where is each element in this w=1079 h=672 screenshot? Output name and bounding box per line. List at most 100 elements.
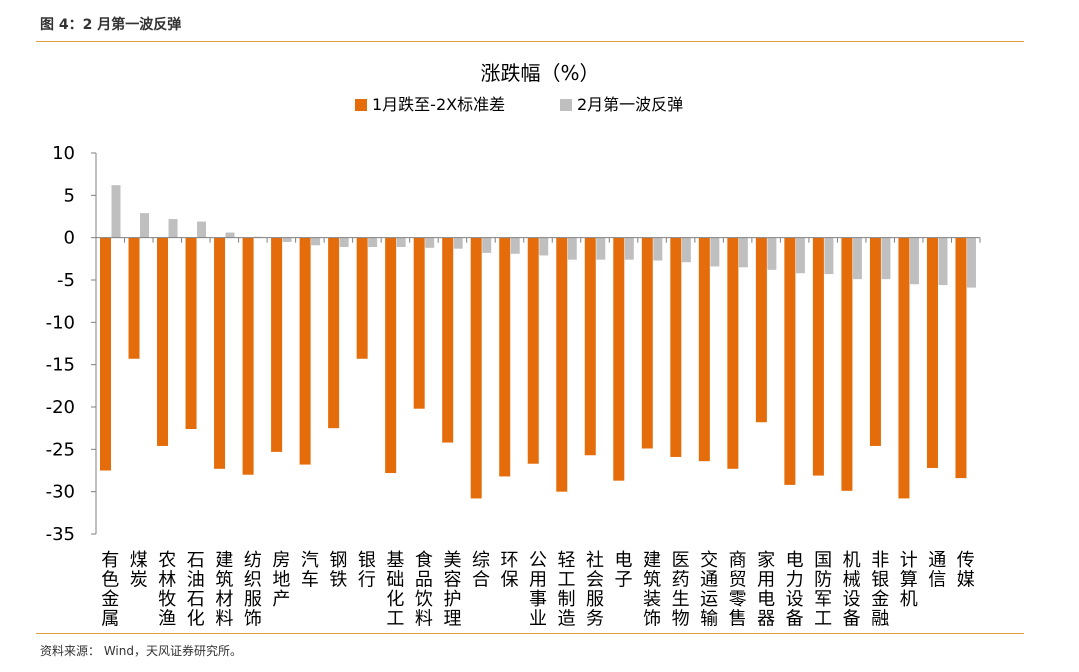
bar-series-2 xyxy=(624,237,634,260)
y-tick-label: 5 xyxy=(64,185,75,206)
bar-series-2 xyxy=(710,237,720,267)
bar-series-1 xyxy=(527,237,539,464)
y-axis: 10 5 0 -5 -10 -15 -20 -25 -30 -35 xyxy=(46,143,97,545)
bar-series-2 xyxy=(653,237,663,261)
bar-series-2 xyxy=(168,219,178,238)
bar-series-2 xyxy=(852,237,862,280)
x-category-label: 计算机 xyxy=(900,550,918,610)
bar-series-1 xyxy=(413,237,425,409)
x-category-label: 轻工制造 xyxy=(558,550,576,630)
bar-series-1 xyxy=(670,237,682,457)
y-tick-label: -10 xyxy=(46,312,75,333)
bar-series-1 xyxy=(499,237,511,477)
bar-series-1 xyxy=(641,237,653,449)
y-tick-label: -35 xyxy=(46,524,75,545)
x-category-label: 公用事业 xyxy=(529,550,547,630)
bar-series-2 xyxy=(111,185,121,238)
bar-series-1 xyxy=(841,237,853,491)
y-tick-label: -25 xyxy=(46,439,75,460)
x-category-label: 汽车 xyxy=(301,550,319,591)
x-axis: 有色金属煤炭农林牧渔石油石化建筑材料纺织服饰房地产汽车钢铁银行基础化工食品饮料美… xyxy=(95,237,981,630)
x-category-label: 建筑装饰 xyxy=(643,550,661,630)
bar-series-1 xyxy=(698,237,710,462)
bar-series-1 xyxy=(613,237,625,481)
bar-series-1 xyxy=(242,237,254,475)
bar-series-2 xyxy=(311,237,321,246)
bar-series-2 xyxy=(140,213,150,238)
bar-series-1 xyxy=(926,237,938,468)
bar-series-2 xyxy=(197,221,207,238)
bar-series-1 xyxy=(955,237,967,479)
x-category-label: 社会服务 xyxy=(586,550,604,630)
bar-series-2 xyxy=(539,237,549,256)
x-category-label: 钢铁 xyxy=(329,550,347,591)
bar-series-1 xyxy=(157,237,169,446)
bar-series-2 xyxy=(681,237,691,263)
x-category-label: 机械设备 xyxy=(843,550,861,630)
bar-series-2 xyxy=(966,237,976,288)
x-category-label: 食品饮料 xyxy=(415,550,433,630)
bar-series-1 xyxy=(356,237,368,359)
legend-swatch-series-1 xyxy=(355,99,367,111)
x-category-label: 家用电器 xyxy=(757,550,775,630)
bar-series-1 xyxy=(385,237,397,474)
x-category-label: 有色金属 xyxy=(101,550,119,630)
bar-series-2 xyxy=(938,237,948,286)
bar-series-1 xyxy=(869,237,881,446)
y-tick-label: 10 xyxy=(52,143,75,164)
x-category-label: 通信 xyxy=(928,550,946,591)
bottom-rule xyxy=(36,633,1024,634)
bar-series-2 xyxy=(453,237,463,249)
bar-series-1 xyxy=(584,237,596,456)
bar-series-2 xyxy=(567,237,577,260)
y-tick-label: -20 xyxy=(46,397,75,418)
bar-series-2 xyxy=(738,237,748,268)
bar-series-2 xyxy=(225,232,235,238)
bar-series-1 xyxy=(128,237,140,359)
bar-series-1 xyxy=(812,237,824,476)
bar-series-2 xyxy=(767,237,777,270)
x-category-label: 商贸零售 xyxy=(729,550,747,630)
x-category-label: 纺织服饰 xyxy=(244,550,262,630)
legend-label-series-2: 2月第一波反弹 xyxy=(577,95,683,114)
x-category-label: 煤炭 xyxy=(130,550,148,591)
bar-series-2 xyxy=(396,237,406,247)
x-category-label: 电力设备 xyxy=(786,550,804,630)
bar-series-1 xyxy=(898,237,910,499)
bar-series-1 xyxy=(470,237,482,499)
legend-swatch-series-2 xyxy=(560,99,572,111)
y-tick-label: 0 xyxy=(64,228,75,249)
bar-series-1 xyxy=(185,237,197,430)
source-note: 资料来源： Wind，天风证券研究所。 xyxy=(40,644,242,658)
bar-series-2 xyxy=(510,237,520,254)
bar-series-2 xyxy=(282,237,292,242)
bar-series-1 xyxy=(755,237,767,423)
bar-series-2 xyxy=(881,237,891,280)
x-category-label: 医药生物 xyxy=(672,550,690,630)
bar-series-1 xyxy=(556,237,568,492)
bar-series-2 xyxy=(596,237,606,260)
bar-series-2 xyxy=(339,237,349,247)
top-rule xyxy=(36,41,1024,42)
x-category-label: 房地产 xyxy=(272,550,290,610)
x-category-label: 石油石化 xyxy=(187,550,205,630)
y-tick-label: -30 xyxy=(46,482,75,503)
x-category-label: 美容护理 xyxy=(443,550,461,630)
legend: 1月跌至-2X标准差 2月第一波反弹 xyxy=(355,95,683,114)
x-category-label: 银行 xyxy=(358,550,376,591)
x-category-label: 综合 xyxy=(472,550,490,591)
x-category-label: 国防军工 xyxy=(814,550,832,630)
bar-series-2 xyxy=(482,237,492,253)
bar-series-1 xyxy=(442,237,454,443)
bar-series-1 xyxy=(784,237,796,485)
bar-series-2 xyxy=(368,237,378,247)
bar-series-2 xyxy=(425,237,435,248)
figure-caption: 图 4：2 月第一波反弹 xyxy=(40,17,182,33)
bar-series-1 xyxy=(100,237,111,471)
bar-series-1 xyxy=(214,237,226,469)
y-tick-label: -15 xyxy=(46,355,75,376)
bar-series-1 xyxy=(271,237,283,452)
bar-series-2 xyxy=(909,237,919,285)
x-category-label: 交通运输 xyxy=(700,550,718,630)
